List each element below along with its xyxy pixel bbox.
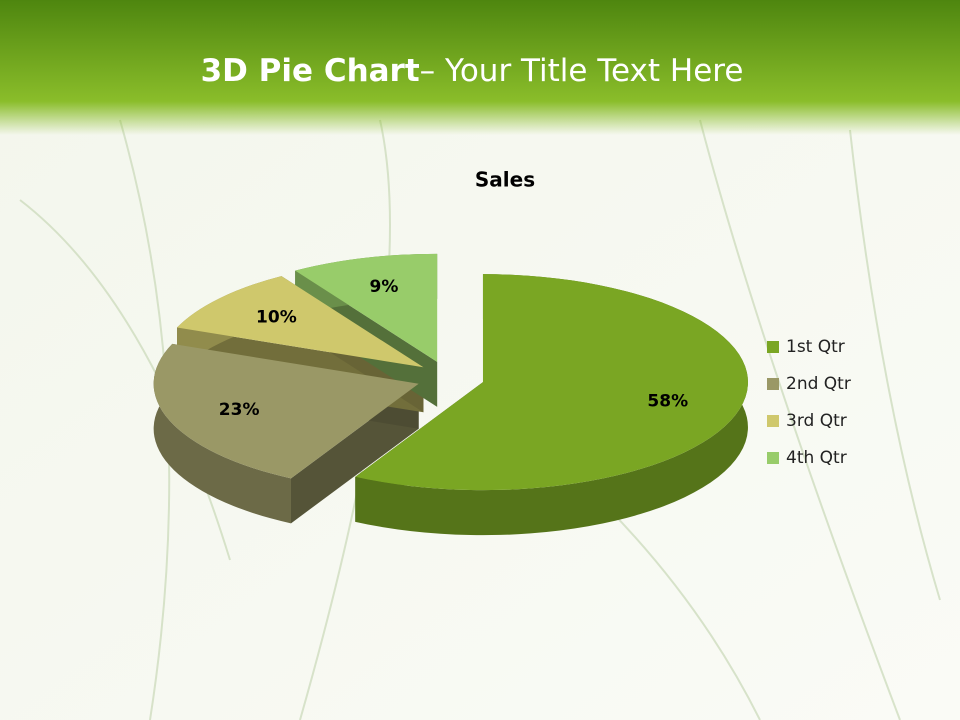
chart-title: Sales xyxy=(475,168,535,192)
slice xyxy=(153,343,419,479)
legend-label: 1st Qtr xyxy=(786,337,845,357)
data-label: 9% xyxy=(370,277,399,297)
legend-label: 2nd Qtr xyxy=(786,374,851,394)
legend-swatch xyxy=(767,341,779,353)
legend-swatch xyxy=(767,378,779,390)
data-label: 58% xyxy=(647,392,688,412)
legend-label: 3rd Qtr xyxy=(786,411,847,431)
slice xyxy=(177,276,424,368)
legend-swatch xyxy=(767,415,779,427)
slice xyxy=(295,253,438,362)
slide-title: 3D Pie Chart– Your Title Text Here xyxy=(201,53,744,89)
slide-title-bold: 3D Pie Chart xyxy=(201,53,420,89)
slice-rim xyxy=(153,343,291,524)
slide-title-rest: – Your Title Text Here xyxy=(420,53,744,89)
legend-label: 4th Qtr xyxy=(786,448,847,468)
slice xyxy=(355,274,748,491)
header-band xyxy=(0,0,960,135)
legend: 1st Qtr 2nd Qtr 3rd Qtr 4th Qtr xyxy=(767,337,851,468)
data-label: 10% xyxy=(256,308,297,328)
data-label: 23% xyxy=(219,400,260,420)
legend-swatch xyxy=(767,452,779,464)
pie-tops: 58% 23% 10% 9% xyxy=(153,253,748,491)
